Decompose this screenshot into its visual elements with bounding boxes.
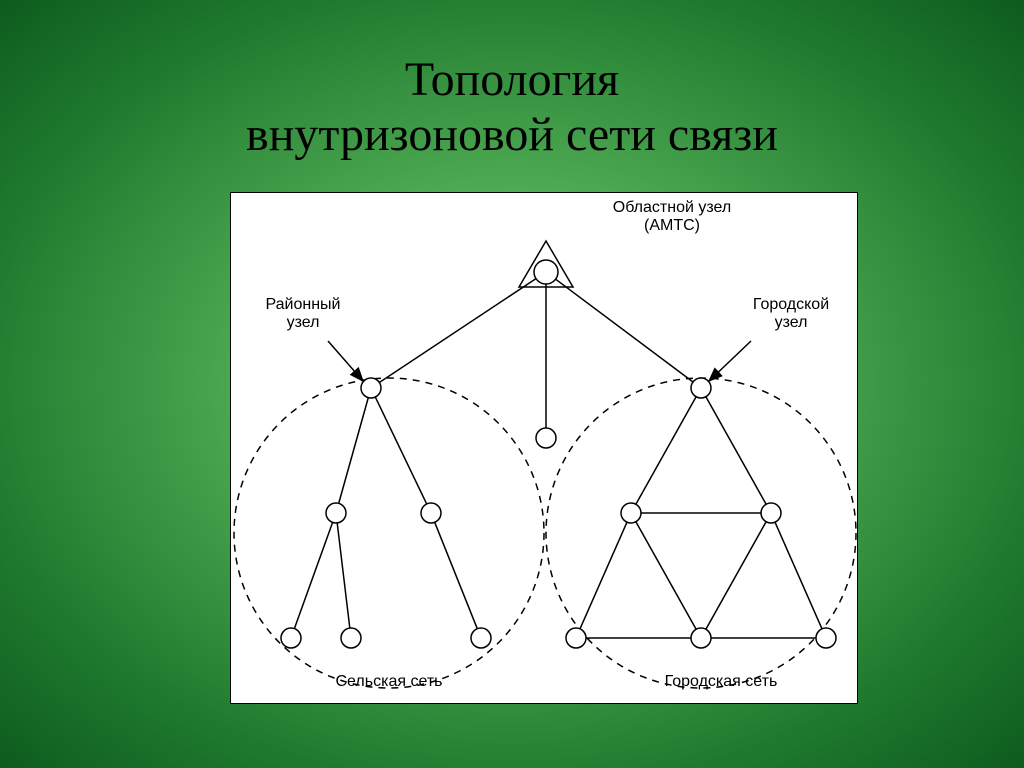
slide-title: Топология внутризоновой сети связи — [0, 52, 1024, 162]
slide: Топология внутризоновой сети связи Облас… — [0, 0, 1024, 768]
label-rural-network: Сельская сеть — [309, 673, 469, 691]
label-city-node: Городскойузел — [741, 296, 841, 331]
title-line-1: Топология — [405, 53, 619, 106]
title-line-2: внутризоновой сети связи — [246, 108, 778, 161]
label-district-node: Районныйузел — [253, 296, 353, 331]
label-city-network: Городская сеть — [631, 673, 811, 691]
topology-diagram: Областной узел(АМТС) Районныйузел Городс… — [230, 192, 858, 704]
diagram-svg — [231, 193, 857, 703]
label-regional-node: Областной узел(АМТС) — [587, 199, 757, 234]
